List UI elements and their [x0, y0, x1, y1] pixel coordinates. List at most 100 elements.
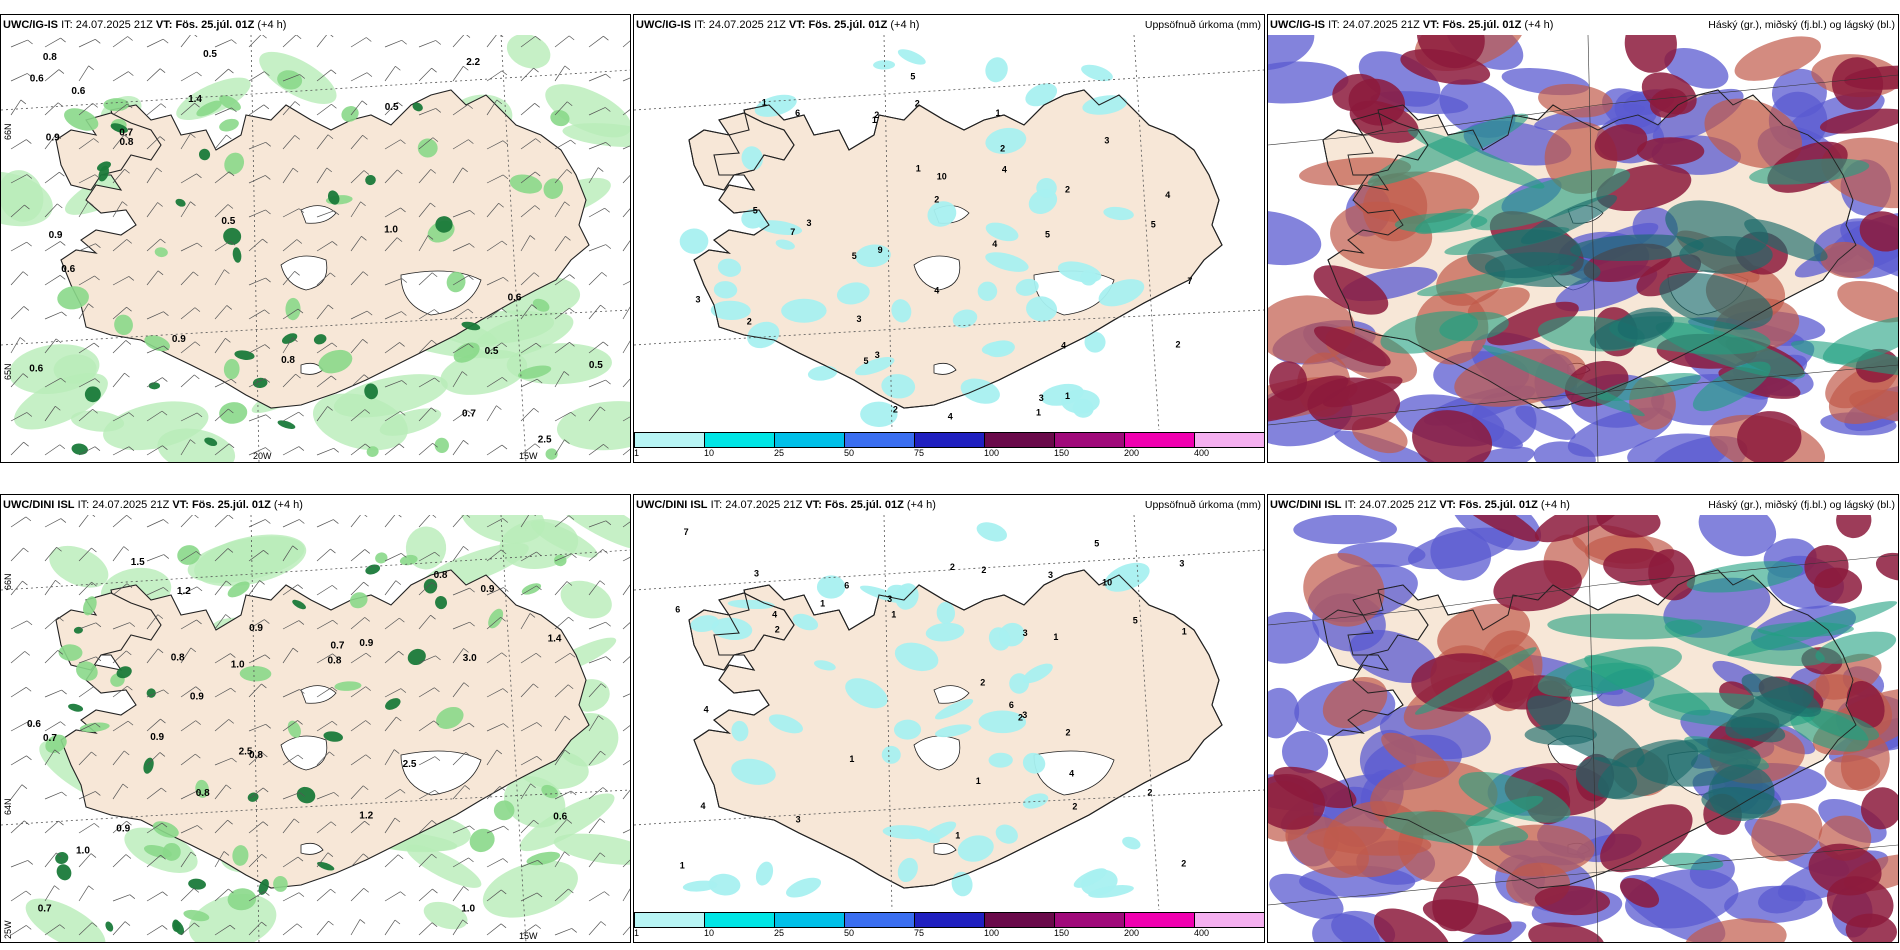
value-label: 0.9	[46, 133, 60, 144]
value-label: 0.6	[61, 264, 75, 275]
it-label: IT:	[694, 19, 706, 31]
init-time: 24.07.2025 21Z	[1359, 499, 1437, 511]
value-label: 0.9	[172, 334, 186, 345]
vt-label: VT:	[1422, 19, 1440, 31]
value-label: 2.5	[239, 747, 253, 758]
value-label: 0.5	[203, 49, 217, 60]
valid-time: Fös. 25.júl. 01Z	[191, 499, 271, 511]
colorbar-tick: 100	[984, 448, 1000, 458]
init-time: 24.07.2025 21Z	[75, 19, 153, 31]
graticule: 66N 65N	[634, 34, 1264, 432]
value-label: 1	[849, 754, 854, 764]
lead-time: (+4 h)	[273, 499, 303, 511]
value-label: 4	[1061, 341, 1066, 351]
value-label: 2	[1072, 801, 1077, 811]
value-label: 1	[1065, 391, 1070, 401]
value-label: 0.8	[249, 750, 263, 761]
grid-label: 64N	[3, 798, 13, 815]
panel-header: UWC/IG-IS IT: 24.07.2025 21Z VT: Fös. 25…	[1, 15, 630, 35]
colorbar-tick: 200	[1124, 448, 1140, 458]
value-label: 3	[807, 218, 812, 228]
value-label: 2	[747, 317, 752, 327]
value-label: 2	[934, 195, 939, 205]
value-label: 5	[1133, 616, 1138, 626]
panel-model: UWC/DINI ISL	[636, 499, 708, 511]
panel-dini-wind: UWC/DINI ISL IT: 24.07.2025 21Z VT: Fös.…	[0, 494, 631, 943]
value-label: 0.7	[43, 733, 57, 744]
value-label: 1.2	[359, 810, 373, 821]
map-area[interactable]: 66N 64N 25W 15W 0.9 1.0 2.5 0.8 1.0 0.7 1.2 0.9 0.9 0…	[1, 495, 630, 942]
value-label: 2	[980, 678, 985, 688]
value-label: 3	[754, 568, 759, 578]
colorbar-segment	[704, 912, 775, 928]
value-label: 2	[1147, 788, 1152, 798]
value-label: 1	[955, 831, 960, 841]
vt-label: VT:	[155, 19, 173, 31]
value-label: 4	[992, 239, 997, 249]
value-label: 0.8	[434, 570, 448, 581]
panel-model: UWC/IG-IS	[3, 19, 58, 31]
map-area[interactable]: 66N 65N 20W 15W 0.6 0.9 1.0 0.6 0.5 0.8 0.9 0.5 0.5 0…	[1, 32, 630, 462]
wind-barbs	[10, 32, 630, 456]
panel-header: UWC/IG-IS IT: 24.07.2025 21Z VT: Fös. 25…	[634, 15, 1264, 35]
vt-label: VT:	[788, 19, 806, 31]
lead-time: (+4 h)	[890, 19, 920, 31]
colorbar-segment	[774, 432, 845, 448]
colorbar-segment	[914, 432, 985, 448]
map-area[interactable]: 66N 65N 5 10 5 4 5 5 2 9 2 4 7 4 4 2 1 1 5 2 3 3 7 6 4 2 4 3 1 3 3 2 1 5 1…	[634, 34, 1264, 432]
init-time: 24.07.2025 21Z	[92, 499, 170, 511]
value-label: 4	[948, 411, 953, 421]
colorbar-segment	[704, 432, 775, 448]
panel-header: UWC/DINI ISL IT: 24.07.2025 21Z VT: Fös.…	[634, 495, 1264, 515]
lead-time: (+4 h)	[906, 499, 936, 511]
value-label: 1.2	[177, 586, 191, 597]
value-label: 2	[1000, 144, 1005, 154]
colorbar-segment	[1054, 432, 1125, 448]
value-label: 2.5	[538, 435, 552, 446]
value-label: 1	[1053, 632, 1058, 642]
value-label: 0.9	[150, 732, 164, 743]
value-label: 3	[875, 350, 880, 360]
value-label: 1.4	[188, 94, 202, 105]
value-label: 3	[857, 314, 862, 324]
grid-label: 66N	[3, 573, 13, 590]
value-label: 5	[910, 72, 915, 82]
panel-model: UWC/DINI ISL	[1270, 499, 1342, 511]
panel-dini-cloud: UWC/DINI ISL IT: 24.07.2025 21Z VT: Fös.…	[1267, 494, 1899, 943]
colorbar: 1 10 25 50 75 100 150 200 400	[634, 910, 1264, 942]
lead-time: (+4 h)	[257, 19, 287, 31]
value-label: 6	[844, 581, 849, 591]
value-label: 7	[1187, 276, 1192, 286]
value-label: 0.7	[38, 904, 52, 915]
value-label: 6	[795, 108, 800, 118]
map-area[interactable]	[1268, 15, 1898, 462]
value-label: 2	[1181, 859, 1186, 869]
value-label: 1.0	[231, 660, 245, 671]
value-label: 0.7	[462, 409, 476, 420]
grid-label: 66N	[634, 578, 636, 595]
init-time: 24.07.2025 21Z	[725, 499, 803, 511]
value-label: 1	[872, 115, 877, 125]
lead-time: (+4 h)	[1540, 499, 1570, 511]
panel-ig-wind: UWC/IG-IS IT: 24.07.2025 21Z VT: Fös. 25…	[0, 14, 631, 463]
value-label: 0.5	[221, 216, 235, 227]
colorbar-segment	[634, 912, 705, 928]
panel-model: UWC/IG-IS	[636, 19, 691, 31]
colorbar-tick: 1	[634, 928, 640, 938]
map-area[interactable]: 66N 65N 6 3 4 3 2 4 5 2 2 2 2 1 2 7 6 1 3 10 2 4 5 6 4 3 3 2 3 1 1 3 2 1 1…	[634, 514, 1264, 912]
value-label: 0.6	[30, 73, 44, 84]
colorbar-tick: 10	[704, 928, 715, 938]
value-label: 7	[684, 527, 689, 537]
value-label: 0.6	[29, 363, 43, 374]
value-label: 0.9	[249, 623, 263, 634]
map-svg: 66N65N6343245222212761310245643323113211…	[634, 514, 1264, 912]
value-label: 2	[1066, 727, 1071, 737]
value-label: 1	[1182, 626, 1187, 636]
value-label: 1	[996, 108, 1001, 118]
colorbar-tick: 50	[844, 928, 855, 938]
map-area[interactable]	[1268, 495, 1898, 942]
it-label: IT:	[710, 499, 723, 511]
panel-field-title: Uppsöfnuð úrkoma (mm)	[1144, 499, 1261, 511]
value-label: 1	[976, 776, 981, 786]
